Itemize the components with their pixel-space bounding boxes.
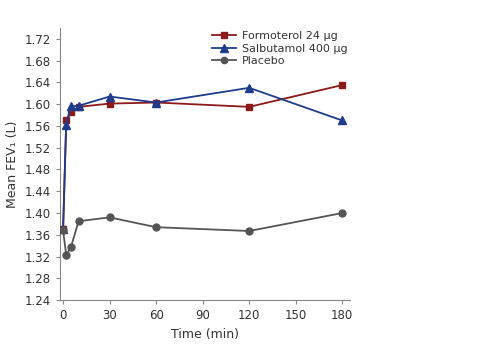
Placebo [106, 215, 112, 220]
Line: Placebo: Placebo [60, 209, 346, 258]
Placebo [60, 228, 66, 232]
Placebo [76, 219, 82, 223]
Salbutamol 400 μg [106, 95, 112, 99]
Placebo [153, 225, 159, 229]
Salbutamol 400 μg [63, 123, 69, 127]
Legend: Formoterol 24 μg, Salbutamol 400 μg, Placebo: Formoterol 24 μg, Salbutamol 400 μg, Pla… [212, 31, 348, 66]
Placebo [339, 211, 345, 215]
Salbutamol 400 μg [339, 118, 345, 122]
Line: Salbutamol 400 μg: Salbutamol 400 μg [59, 84, 346, 233]
Y-axis label: Mean FEV₁ (L): Mean FEV₁ (L) [6, 120, 19, 208]
Placebo [246, 229, 252, 233]
X-axis label: Time (min): Time (min) [171, 328, 239, 341]
Formoterol 24 μg [246, 105, 252, 109]
Formoterol 24 μg [153, 101, 159, 105]
Formoterol 24 μg [60, 227, 66, 231]
Salbutamol 400 μg [60, 227, 66, 231]
Formoterol 24 μg [68, 110, 74, 114]
Formoterol 24 μg [76, 105, 82, 109]
Placebo [68, 245, 74, 250]
Formoterol 24 μg [63, 118, 69, 122]
Formoterol 24 μg [339, 83, 345, 87]
Salbutamol 400 μg [76, 104, 82, 108]
Salbutamol 400 μg [153, 101, 159, 105]
Formoterol 24 μg [106, 102, 112, 106]
Placebo [63, 253, 69, 257]
Line: Formoterol 24 μg: Formoterol 24 μg [60, 82, 346, 233]
Salbutamol 400 μg [68, 104, 74, 109]
Salbutamol 400 μg [246, 86, 252, 90]
